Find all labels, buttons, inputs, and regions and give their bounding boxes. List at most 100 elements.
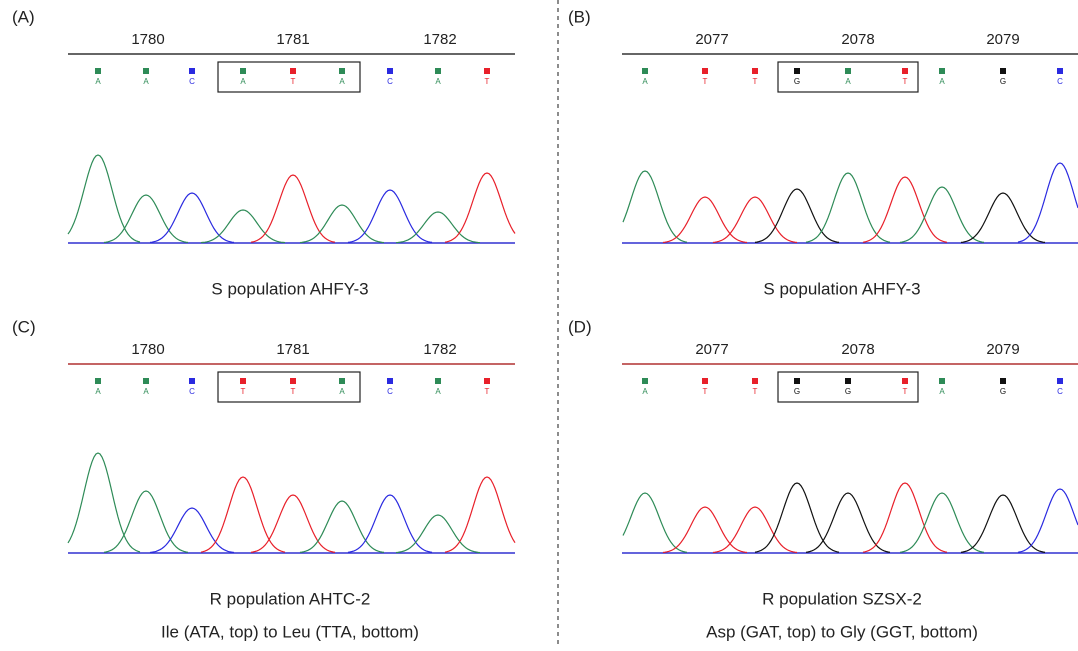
base-letter: T xyxy=(703,77,708,86)
base-marker xyxy=(902,378,908,384)
position-number: 1781 xyxy=(276,31,309,48)
peak xyxy=(755,189,839,242)
base-letter: A xyxy=(339,77,345,86)
base-letter: T xyxy=(753,387,758,396)
peak xyxy=(663,507,747,553)
base-letter: A xyxy=(939,77,945,86)
peak xyxy=(623,171,687,242)
base-marker xyxy=(435,378,441,384)
peak xyxy=(1018,489,1078,552)
position-number: 2077 xyxy=(695,31,728,48)
base-letter: A xyxy=(435,77,441,86)
base-marker xyxy=(143,378,149,384)
base-marker xyxy=(642,378,648,384)
caption: S population AHFY-3 xyxy=(211,279,368,298)
peak xyxy=(445,477,515,552)
base-marker xyxy=(1000,378,1006,384)
peak xyxy=(201,210,285,243)
position-number: 2079 xyxy=(986,341,1019,358)
panel-label: (D) xyxy=(568,317,592,336)
base-marker xyxy=(95,68,101,74)
base-marker xyxy=(387,378,393,384)
base-marker xyxy=(702,68,708,74)
base-marker xyxy=(845,378,851,384)
base-letter: A xyxy=(143,77,149,86)
base-marker xyxy=(387,68,393,74)
peak xyxy=(1018,163,1078,242)
peak xyxy=(396,515,480,553)
base-marker xyxy=(752,68,758,74)
base-letter: G xyxy=(1000,387,1006,396)
base-marker xyxy=(290,378,296,384)
peak xyxy=(623,493,687,552)
base-letter: A xyxy=(143,387,149,396)
peak xyxy=(755,483,839,552)
note: Asp (GAT, top) to Gly (GGT, bottom) xyxy=(706,622,978,641)
base-letter: A xyxy=(435,387,441,396)
peak xyxy=(713,507,797,553)
peak xyxy=(150,193,234,242)
peak xyxy=(68,453,140,552)
base-letter: T xyxy=(291,77,296,86)
note: Ile (ATA, top) to Leu (TTA, bottom) xyxy=(161,622,419,641)
base-marker xyxy=(189,68,195,74)
peak xyxy=(68,155,140,242)
base-letter: C xyxy=(387,77,393,86)
peak xyxy=(300,501,384,552)
caption: R population AHTC-2 xyxy=(210,589,371,608)
base-letter: A xyxy=(240,77,246,86)
peak xyxy=(348,190,432,242)
base-letter: A xyxy=(939,387,945,396)
base-letter: G xyxy=(794,77,800,86)
base-letter: A xyxy=(339,387,345,396)
base-letter: T xyxy=(703,387,708,396)
peak xyxy=(251,495,335,552)
base-marker xyxy=(1057,378,1063,384)
panel-label: (A) xyxy=(12,7,35,26)
base-letter: C xyxy=(387,387,393,396)
position-number: 1782 xyxy=(423,31,456,48)
position-number: 1780 xyxy=(131,31,164,48)
base-marker xyxy=(1000,68,1006,74)
base-letter: A xyxy=(95,77,101,86)
base-letter: G xyxy=(794,387,800,396)
peak xyxy=(104,491,188,552)
base-letter: T xyxy=(903,77,908,86)
peak xyxy=(201,477,285,552)
base-marker xyxy=(702,378,708,384)
base-letter: A xyxy=(95,387,101,396)
position-number: 1782 xyxy=(423,341,456,358)
panel-label: (B) xyxy=(568,7,591,26)
base-marker xyxy=(339,68,345,74)
position-number: 1781 xyxy=(276,341,309,358)
base-marker xyxy=(794,378,800,384)
base-letter: C xyxy=(1057,387,1063,396)
base-marker xyxy=(1057,68,1063,74)
base-marker xyxy=(752,378,758,384)
base-marker xyxy=(240,378,246,384)
base-marker xyxy=(484,68,490,74)
base-marker xyxy=(484,378,490,384)
peak xyxy=(863,483,947,552)
base-letter: T xyxy=(485,77,490,86)
base-letter: T xyxy=(753,77,758,86)
caption: S population AHFY-3 xyxy=(763,279,920,298)
base-letter: A xyxy=(845,77,851,86)
base-letter: T xyxy=(485,387,490,396)
peak xyxy=(348,495,432,552)
base-letter: C xyxy=(189,387,195,396)
base-letter: G xyxy=(1000,77,1006,86)
position-number: 2079 xyxy=(986,31,1019,48)
base-letter: A xyxy=(642,387,648,396)
base-letter: A xyxy=(642,77,648,86)
base-marker xyxy=(939,68,945,74)
peak xyxy=(961,193,1045,242)
peak xyxy=(300,205,384,243)
base-marker xyxy=(290,68,296,74)
caption: R population SZSX-2 xyxy=(762,589,922,608)
base-marker xyxy=(794,68,800,74)
base-marker xyxy=(95,378,101,384)
peak xyxy=(806,173,890,242)
panel-label: (C) xyxy=(12,317,36,336)
peak xyxy=(900,493,984,552)
